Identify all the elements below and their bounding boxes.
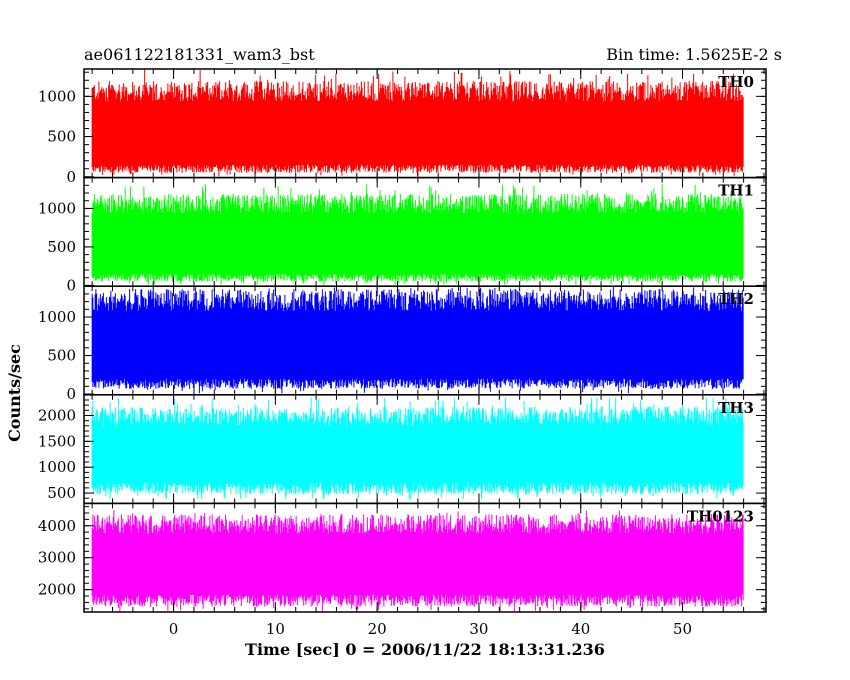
y-tick-label: 2000 (38, 406, 76, 424)
panel-label-th0123: TH0123 (687, 507, 754, 525)
panel-label-th3: TH3 (718, 399, 754, 417)
y-tick-label: 0 (66, 168, 76, 186)
chart-title-right: Bin time: 1.5625E-2 s (606, 45, 782, 64)
y-tick-label: 500 (47, 128, 76, 146)
series-th2 (91, 286, 744, 394)
chart-title-left: ae061122181331_wam3_bst (84, 45, 315, 64)
y-tick-label: 2000 (38, 581, 76, 599)
panel-label-th0: TH0 (718, 73, 754, 91)
x-axis-label: Time [sec] 0 = 2006/11/22 18:13:31.236 (245, 640, 605, 659)
x-tick-label: 40 (571, 620, 590, 638)
y-tick-label: 500 (47, 238, 76, 256)
y-tick-label: 1000 (38, 87, 76, 105)
series-th3 (91, 397, 744, 500)
x-tick-label: 30 (469, 620, 488, 638)
series-th0123 (91, 510, 744, 612)
y-tick-label: 3000 (38, 549, 76, 567)
x-tick-label: 10 (266, 620, 285, 638)
x-tick-label: 50 (673, 620, 692, 638)
y-tick-label: 1500 (38, 432, 76, 450)
y-tick-label: 500 (47, 347, 76, 365)
x-tick-label: 20 (368, 620, 387, 638)
y-axis-label: Counts/sec (5, 344, 24, 442)
panels-group: 05001000TH005001000TH105001000TH25001000… (38, 68, 767, 638)
y-tick-label: 0 (66, 385, 76, 403)
series-th0 (91, 69, 744, 177)
y-tick-label: 1000 (38, 308, 76, 326)
x-tick-label: 0 (169, 620, 179, 638)
y-tick-label: 4000 (38, 517, 76, 535)
panel-label-th2: TH2 (718, 290, 754, 308)
series-th1 (91, 184, 744, 285)
y-tick-label: 1000 (38, 199, 76, 217)
y-tick-label: 0 (66, 276, 76, 294)
panel-label-th1: TH1 (718, 182, 754, 200)
y-tick-label: 500 (47, 484, 76, 502)
y-tick-label: 1000 (38, 458, 76, 476)
